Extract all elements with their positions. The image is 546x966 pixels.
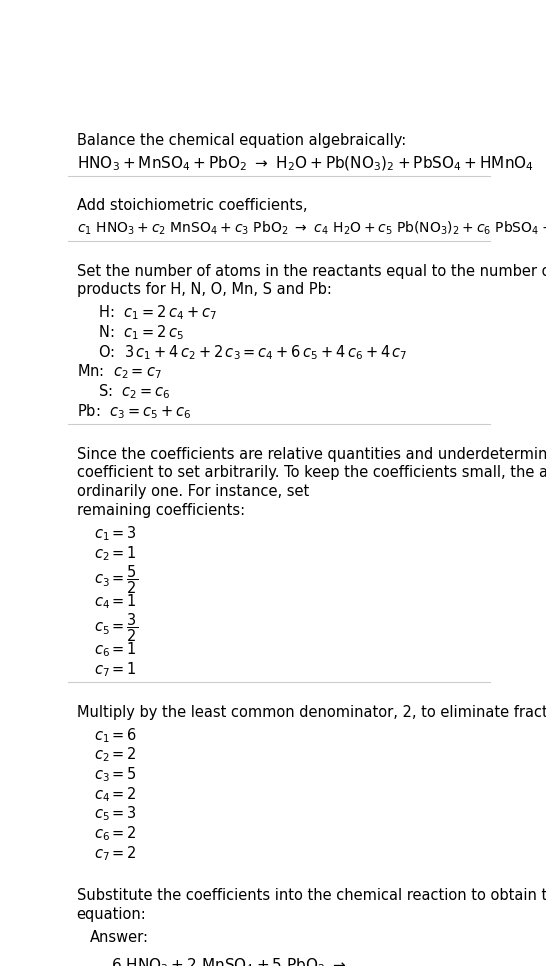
Text: coefficient to set arbitrarily. To keep the coefficients small, the arbitrary va: coefficient to set arbitrarily. To keep … xyxy=(76,466,546,480)
Text: $c_5 = 3$: $c_5 = 3$ xyxy=(94,805,136,823)
Text: equation:: equation: xyxy=(76,907,146,923)
Text: $c_7 = 2$: $c_7 = 2$ xyxy=(94,844,136,863)
Text: $c_1 = 6$: $c_1 = 6$ xyxy=(94,726,137,745)
Text: Add stoichiometric coefficients,: Add stoichiometric coefficients, xyxy=(76,198,312,213)
Text: remaining coefficients:: remaining coefficients: xyxy=(76,503,245,518)
Text: $6\ \mathrm{HNO_3} + 2\ \mathrm{MnSO_4} + 5\ \mathrm{PbO_2} \ \rightarrow$: $6\ \mathrm{HNO_3} + 2\ \mathrm{MnSO_4} … xyxy=(110,956,346,966)
Text: $c_4 = 2$: $c_4 = 2$ xyxy=(94,785,136,804)
Text: $c_2 = 2$: $c_2 = 2$ xyxy=(94,746,136,764)
Text: $c_4 = 1$: $c_4 = 1$ xyxy=(94,592,136,611)
Text: S:  $c_2 = c_6$: S: $c_2 = c_6$ xyxy=(90,383,171,401)
Text: Balance the chemical equation algebraically:: Balance the chemical equation algebraica… xyxy=(76,133,406,148)
Text: $c_5 = \dfrac{3}{2}$: $c_5 = \dfrac{3}{2}$ xyxy=(94,611,138,644)
Text: O:  $3\,c_1 + 4\,c_2 + 2\,c_3 = c_4 + 6\,c_5 + 4\,c_6 + 4\,c_7$: O: $3\,c_1 + 4\,c_2 + 2\,c_3 = c_4 + 6\,… xyxy=(90,343,408,361)
Text: Substitute the coefficients into the chemical reaction to obtain the balanced: Substitute the coefficients into the che… xyxy=(76,889,546,903)
Text: Answer:: Answer: xyxy=(90,930,149,945)
Text: $c_1\ \mathrm{HNO_3} + c_2\ \mathrm{MnSO_4} + c_3\ \mathrm{PbO_2} \ \rightarrow : $c_1\ \mathrm{HNO_3} + c_2\ \mathrm{MnSO… xyxy=(76,219,546,237)
Text: $c_7 = 1$: $c_7 = 1$ xyxy=(94,660,136,679)
Text: N:  $c_1 = 2\,c_5$: N: $c_1 = 2\,c_5$ xyxy=(90,324,184,342)
Text: H:  $c_1 = 2\,c_4 + c_7$: H: $c_1 = 2\,c_4 + c_7$ xyxy=(90,303,217,323)
Text: $c_2 = 1$: $c_2 = 1$ xyxy=(94,544,136,562)
Text: Mn:  $c_2 = c_7$: Mn: $c_2 = c_7$ xyxy=(76,362,162,382)
FancyBboxPatch shape xyxy=(71,919,486,966)
Text: $\mathrm{HNO_3 + MnSO_4 + PbO_2 \ \rightarrow \ H_2O + Pb(NO_3)_2 + PbSO_4 + HMn: $\mathrm{HNO_3 + MnSO_4 + PbO_2 \ \right… xyxy=(76,155,534,173)
Text: products for H, N, O, Mn, S and Pb:: products for H, N, O, Mn, S and Pb: xyxy=(76,282,331,298)
Text: Pb:  $c_3 = c_5 + c_6$: Pb: $c_3 = c_5 + c_6$ xyxy=(76,402,191,420)
Text: Multiply by the least common denominator, 2, to eliminate fractional coefficient: Multiply by the least common denominator… xyxy=(76,705,546,720)
Text: Since the coefficients are relative quantities and underdetermined, choose a: Since the coefficients are relative quan… xyxy=(76,446,546,462)
Text: $c_3 = \dfrac{5}{2}$: $c_3 = \dfrac{5}{2}$ xyxy=(94,563,138,596)
Text: $c_6 = 2$: $c_6 = 2$ xyxy=(94,824,136,843)
Text: Set the number of atoms in the reactants equal to the number of atoms in the: Set the number of atoms in the reactants… xyxy=(76,264,546,278)
Text: $c_6 = 1$: $c_6 = 1$ xyxy=(94,640,136,659)
Text: $c_3 = 5$: $c_3 = 5$ xyxy=(94,765,136,784)
Text: $c_1 = 3$: $c_1 = 3$ xyxy=(94,525,136,543)
Text: ordinarily one. For instance, set: ordinarily one. For instance, set xyxy=(76,484,313,499)
